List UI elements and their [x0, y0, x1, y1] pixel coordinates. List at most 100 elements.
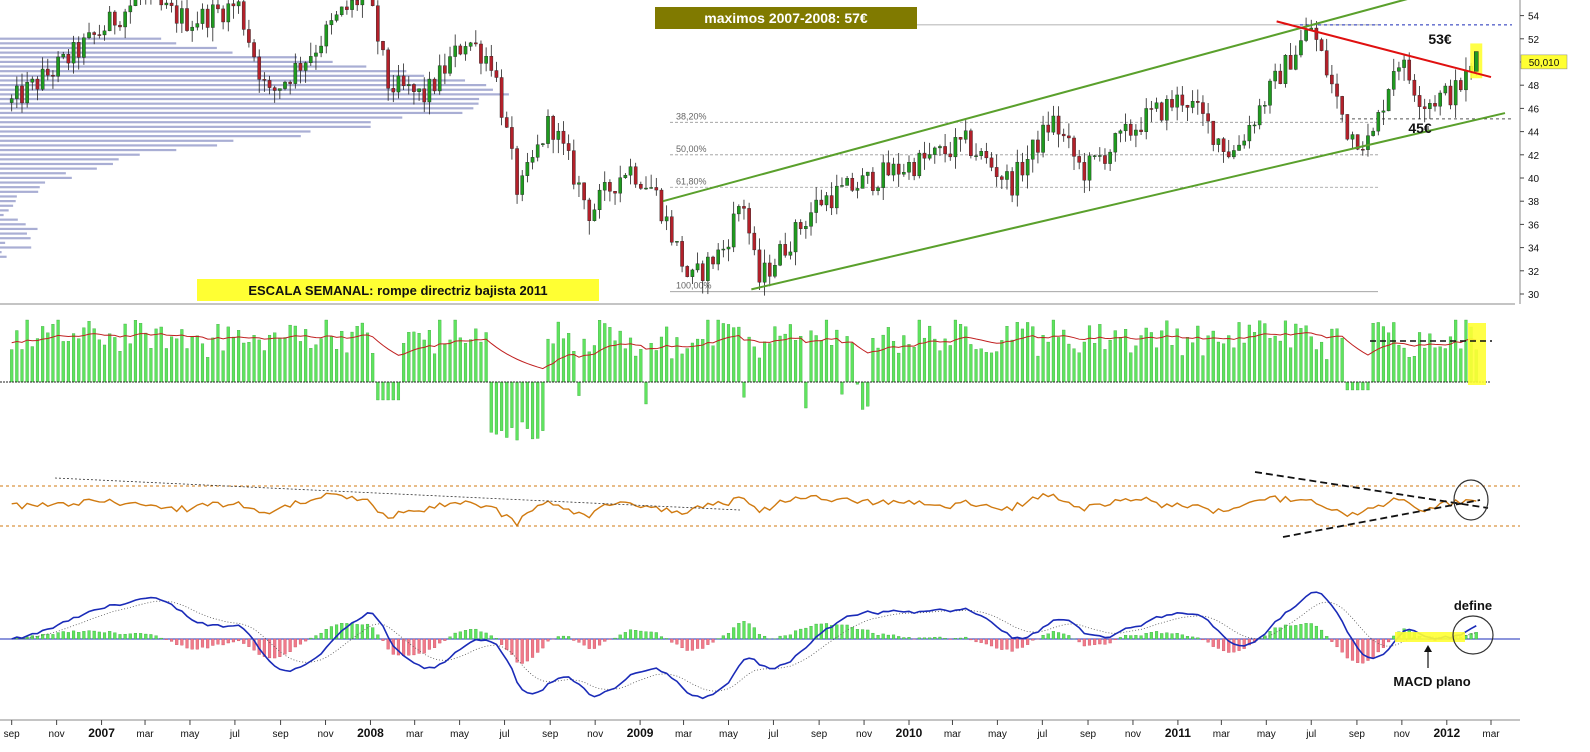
candle-body — [628, 166, 633, 176]
volume-bar — [1227, 335, 1231, 383]
macd-histogram-bar — [185, 638, 189, 649]
candle-body — [994, 167, 999, 177]
candle-body — [288, 81, 292, 84]
candle-body — [566, 143, 571, 151]
volume-bar — [634, 355, 638, 383]
macd-histogram-bar — [314, 635, 318, 640]
candle-body — [932, 147, 937, 155]
profile-bar — [0, 232, 27, 235]
macd-histogram-bar — [515, 638, 519, 663]
macd-histogram-bar — [278, 638, 282, 657]
macd-histogram-bar — [1294, 625, 1298, 640]
macd-histogram-bar — [376, 634, 380, 640]
candle-body — [876, 187, 880, 191]
volume-bar — [520, 381, 524, 423]
candle-body — [1036, 139, 1040, 153]
candle-body — [649, 187, 653, 189]
macd-histogram-bar — [396, 638, 401, 656]
candle-body — [174, 5, 179, 24]
candlesticks — [9, 0, 1483, 296]
candle-body — [747, 208, 751, 234]
macd-histogram-bar — [1314, 625, 1318, 640]
candle-body — [190, 26, 194, 31]
volume-bar — [1361, 381, 1365, 391]
macd-histogram-bar — [1387, 638, 1391, 643]
macd-histogram-bar — [1020, 638, 1025, 648]
macd-signal-line — [11, 600, 1477, 692]
candle-body — [1428, 103, 1432, 109]
macd-histogram-bar — [1196, 637, 1200, 640]
macd-histogram-bar — [1046, 633, 1050, 640]
candle-body — [1340, 96, 1344, 115]
volume-bar — [118, 351, 122, 383]
candle-body — [1319, 39, 1324, 51]
macd-histogram-bar — [108, 631, 112, 640]
volume-bar — [474, 328, 478, 383]
candle-body — [886, 162, 891, 176]
volume-bar — [665, 326, 669, 383]
macd-histogram-bar — [479, 631, 483, 640]
volume-bar — [902, 335, 906, 383]
macd-histogram-bar — [505, 638, 509, 650]
macd-histogram-bar — [1330, 638, 1334, 642]
macd-histogram-bar — [1356, 638, 1360, 663]
candle-body — [953, 137, 958, 158]
candle-body — [1366, 135, 1370, 150]
volume-bar — [721, 323, 725, 383]
volume-bar — [953, 319, 957, 383]
candle-body — [1335, 83, 1339, 97]
volume-bar — [41, 326, 45, 383]
candle-body — [1283, 55, 1288, 84]
macd-histogram-bar — [696, 638, 700, 649]
volume-bar — [757, 357, 761, 383]
volume-bar — [1222, 343, 1226, 383]
volume-bar — [1237, 322, 1241, 383]
chart-subtitle: ESCALA SEMANAL: rompe directriz bajista … — [248, 283, 547, 298]
volume-bar — [283, 337, 287, 383]
macd-histogram-bar — [1278, 627, 1282, 640]
macd-histogram-bar — [814, 623, 818, 640]
candle-body — [504, 117, 509, 128]
volume-bar — [763, 341, 767, 383]
volume-bar — [809, 330, 813, 383]
macd-histogram-bar — [577, 638, 581, 643]
candle-body — [706, 256, 710, 281]
candle-body — [659, 189, 664, 222]
candle-body — [587, 199, 592, 221]
volume-profile — [0, 37, 509, 258]
candle-body — [30, 78, 35, 83]
candle-body — [267, 80, 272, 88]
macd-histogram-bar — [1041, 635, 1045, 640]
macd-histogram-bar — [1005, 638, 1009, 650]
profile-bar — [0, 241, 6, 244]
candle-body — [1443, 85, 1448, 94]
candle-body — [118, 24, 122, 28]
volume-bar — [804, 381, 808, 409]
macd-histogram-bar — [840, 624, 844, 640]
candle-body — [762, 262, 767, 283]
volume-bar — [716, 319, 720, 383]
macd-histogram-bar — [969, 638, 973, 641]
volume-bar — [1283, 320, 1288, 383]
macd-histogram-bar — [546, 638, 550, 642]
candle-body — [339, 6, 344, 15]
volume-bar — [335, 349, 339, 383]
macd-histogram-bar — [1113, 638, 1117, 640]
volume-bar — [1134, 345, 1138, 383]
macd-histogram-bar — [118, 634, 122, 640]
time-tick-label: nov — [49, 729, 65, 740]
volume-bar — [1093, 343, 1097, 383]
volume-bar — [221, 350, 225, 383]
volume-bar — [1273, 335, 1277, 383]
rsi-triangle-upper — [1254, 471, 1489, 509]
candle-body — [1417, 95, 1422, 107]
candle-body — [700, 263, 705, 281]
macd-histogram-bar — [567, 636, 571, 640]
candle-body — [159, 0, 164, 6]
profile-bar — [0, 56, 298, 59]
profile-bar — [0, 84, 487, 87]
macd-histogram-bar — [35, 635, 40, 640]
macd-histogram-bar — [763, 635, 767, 640]
profile-bar — [0, 111, 463, 115]
profile-bar — [0, 227, 38, 231]
